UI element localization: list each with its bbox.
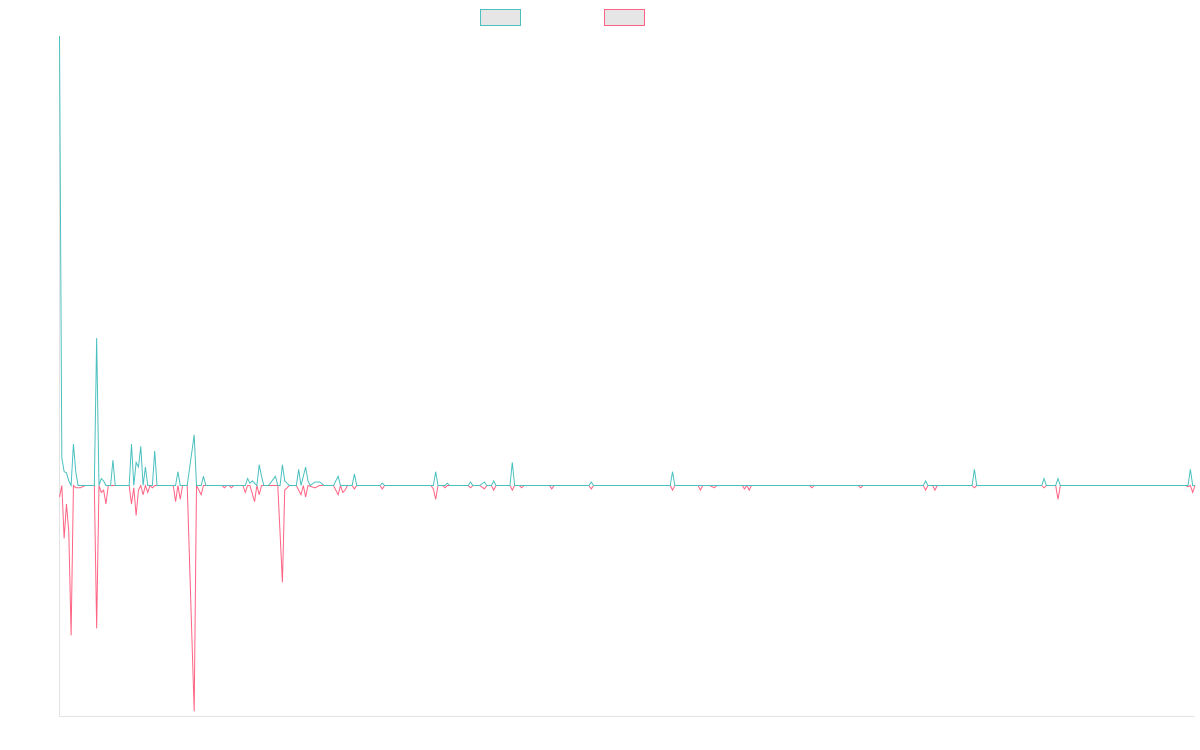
series-line-1[interactable] (59, 35, 1196, 488)
legend-swatch-series-1[interactable] (480, 9, 521, 26)
series-layer (59, 35, 1196, 712)
legend-swatch-series-2[interactable] (604, 9, 645, 26)
legend (480, 9, 645, 26)
series-line-2[interactable] (59, 483, 1196, 712)
axes (59, 36, 1195, 717)
